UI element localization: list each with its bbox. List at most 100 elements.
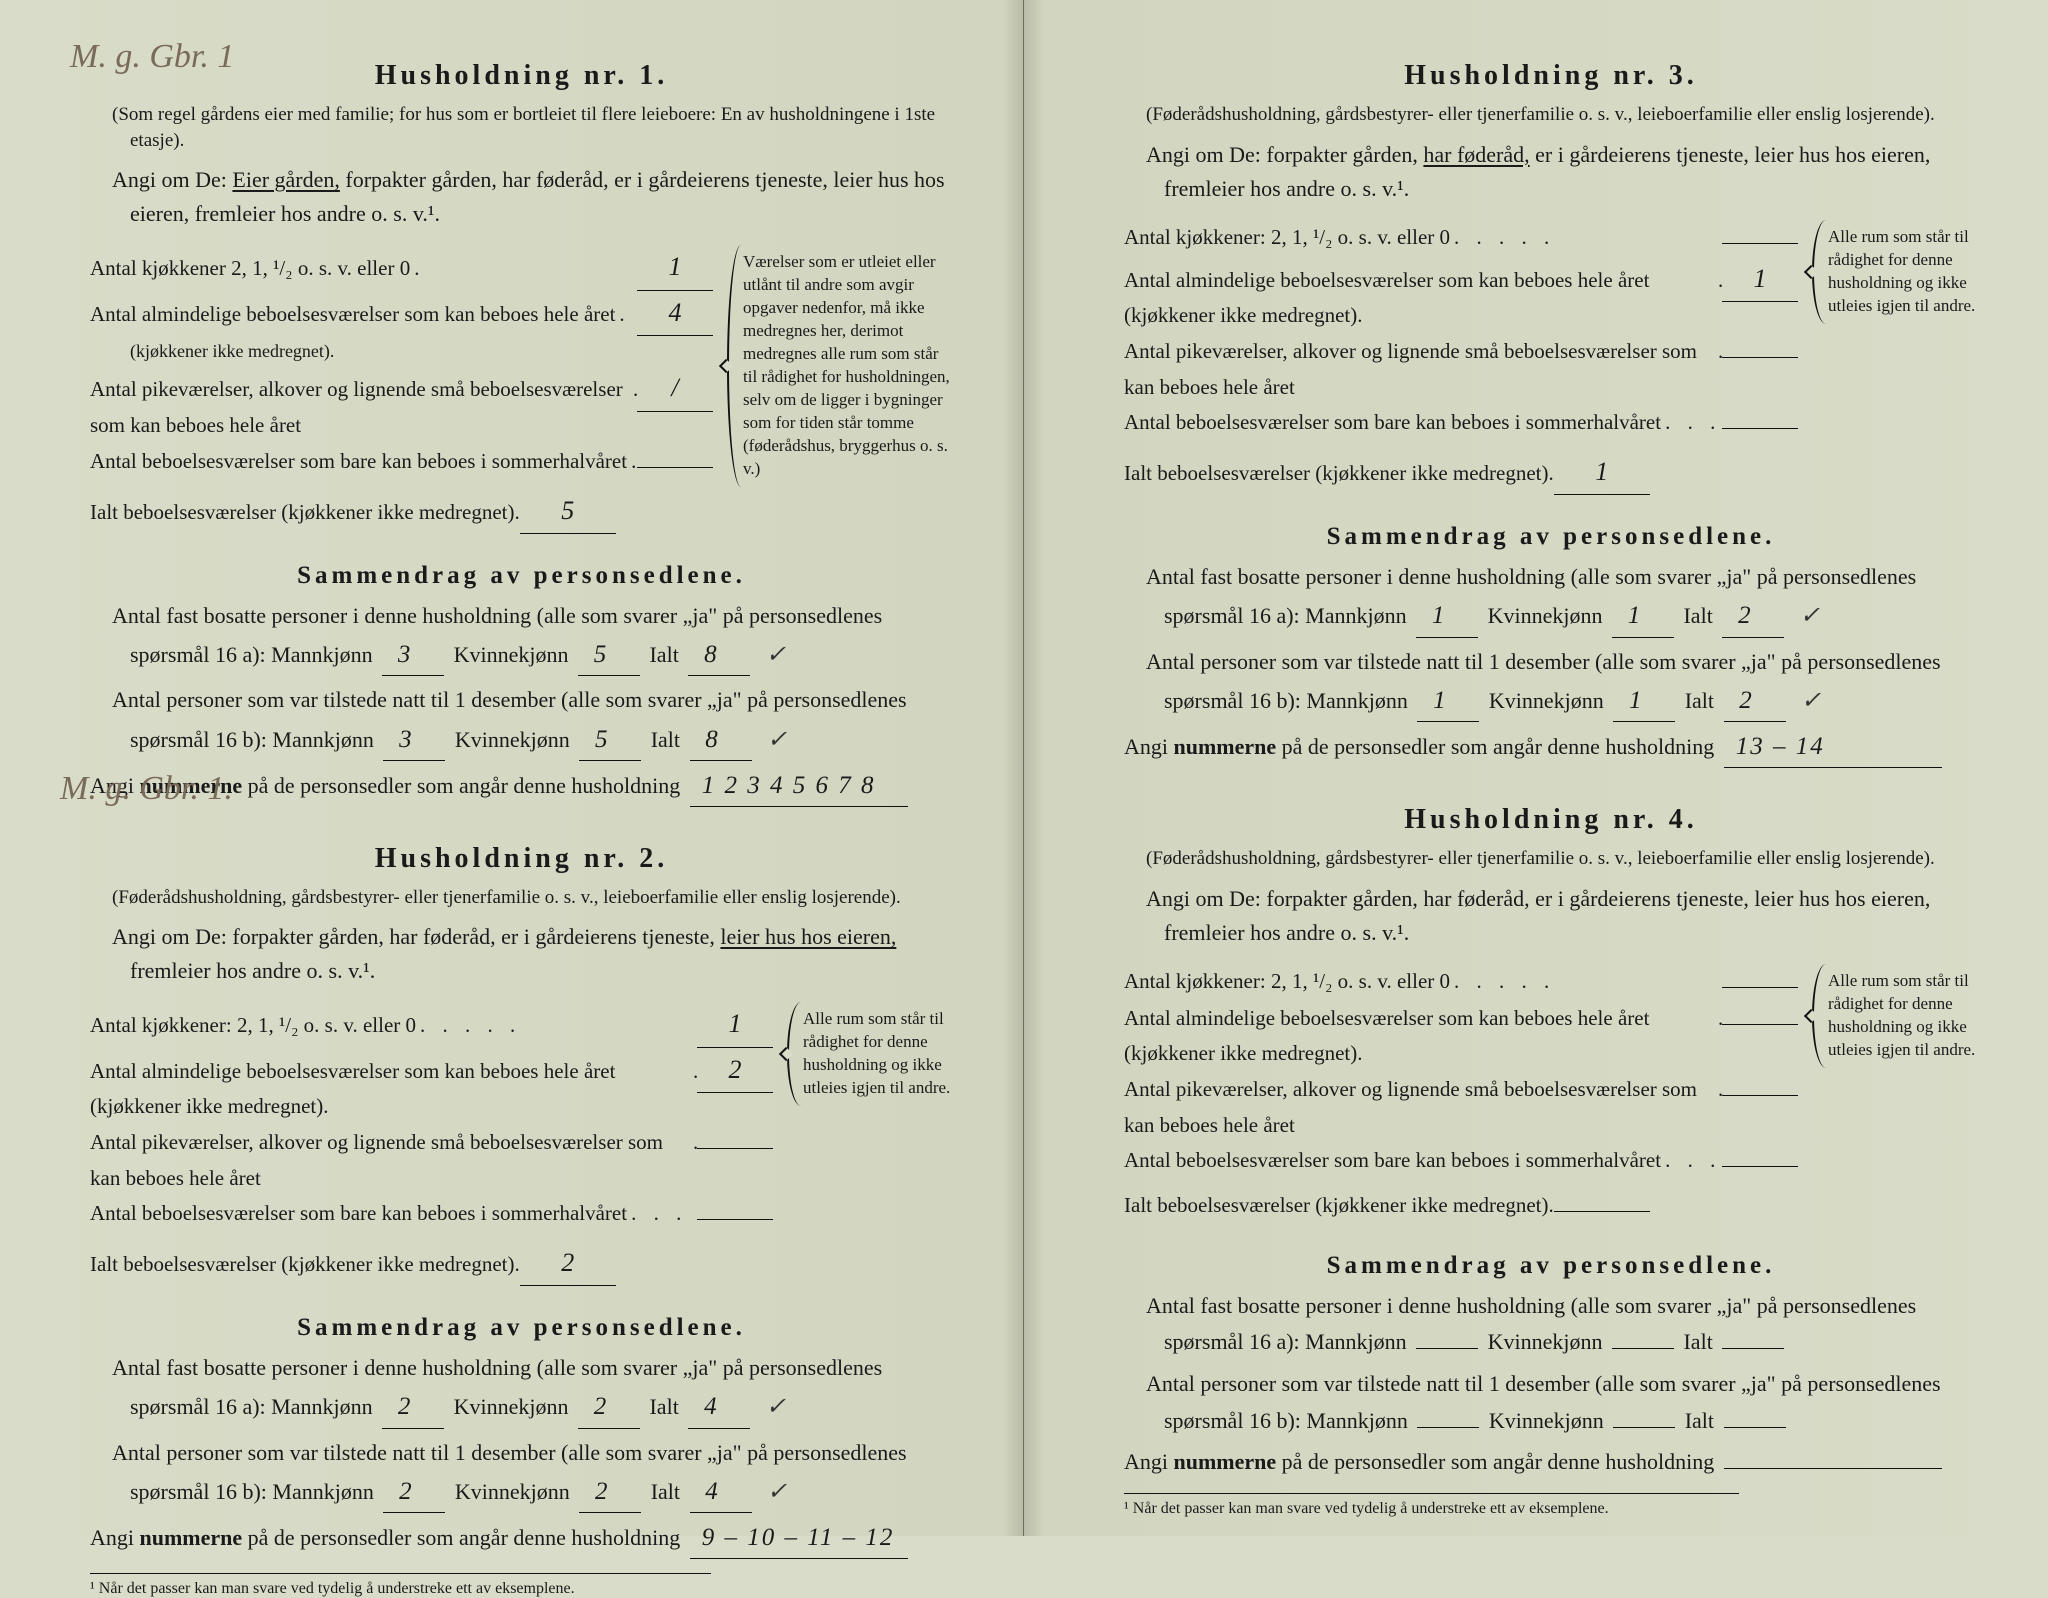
- ialt-label: Ialt beboelsesværelser (kjøkkener ikke m…: [1124, 456, 1554, 492]
- row-dots: . . . . .: [416, 1008, 697, 1045]
- nummer-value: [1724, 1468, 1942, 1469]
- m16a: [1416, 1348, 1478, 1349]
- row-value: [697, 1219, 773, 1220]
- row-dots: . . . . . . .: [1714, 1001, 1722, 1038]
- row-dots: .: [410, 251, 637, 288]
- handwritten-annotation: M. g. Gbr. 1.: [60, 770, 233, 808]
- row-dots: . . . . .: [1450, 964, 1722, 1001]
- check-mark: ✓: [766, 642, 786, 668]
- room-rows: Antal kjøkkener: 2, 1, ¹/₂ o. s. v. elle…: [1124, 220, 1798, 509]
- ialt-row: Ialt beboelsesværelser (kjøkkener ikke m…: [90, 1241, 773, 1286]
- m16a: 2: [382, 1386, 444, 1428]
- ialt-row: Ialt beboelsesværelser (kjøkkener ikke m…: [1124, 450, 1798, 495]
- k16a: 5: [578, 634, 640, 676]
- row-label: Antal kjøkkener: 2, 1, ¹/₂ o. s. v. elle…: [1124, 220, 1450, 256]
- summary-16b: Antal personer som var tilstede natt til…: [130, 682, 953, 761]
- angi-prefix: Angi om De:: [1146, 142, 1261, 167]
- summary-title: Sammendrag av personsedlene.: [1124, 1252, 1978, 1280]
- household-4: Husholdning nr. 4. (Føderådshusholdning,…: [1124, 804, 1978, 1518]
- summary-title: Sammendrag av personsedlene.: [90, 1314, 953, 1342]
- room-row: Antal pikeværelser, alkover og lignende …: [1124, 1072, 1798, 1143]
- row-value: [1722, 1166, 1798, 1167]
- ialt-label: Ialt beboelsesværelser (kjøkkener ikke m…: [90, 495, 520, 531]
- row-dots: . . . . . . . . . . . . . . . .: [627, 1196, 697, 1233]
- ialt-value: 5: [520, 489, 616, 534]
- kvinnekjonn-label: Kvinnekjønn: [1489, 1408, 1604, 1433]
- brace-note: Alle rum som står til rådighet for denne…: [1812, 964, 1978, 1068]
- room-row: Antal kjøkkener: 2, 1, ¹/₂ o. s. v. elle…: [1124, 220, 1798, 257]
- row-value: 1: [697, 1002, 773, 1047]
- row-label: Antal pikeværelser, alkover og lignende …: [90, 1125, 689, 1196]
- i16b: 2: [1724, 680, 1786, 722]
- row-label: Antal kjøkkener: 2, 1, ¹/₂ o. s. v. elle…: [1124, 964, 1450, 1000]
- ialt-label: Ialt: [651, 1479, 680, 1504]
- household-2: Husholdning nr. 2. (Føderådshusholdning,…: [90, 843, 953, 1598]
- kvinnekjonn-label: Kvinnekjønn: [1489, 688, 1604, 713]
- summary-16a: Antal fast bosatte personer i denne hush…: [1164, 559, 1978, 638]
- kvinnekjonn-label: Kvinnekjønn: [455, 727, 570, 752]
- household-subtitle: (Føderådshusholdning, gårdsbestyrer- ell…: [1164, 846, 1978, 872]
- angi-prefix: Angi om De:: [112, 924, 227, 949]
- row-value: [697, 1148, 773, 1149]
- room-rows-area: Antal kjøkkener 2, 1, ¹/₂ o. s. v. eller…: [90, 245, 953, 547]
- room-row: Antal almindelige beboelsesværelser som …: [1124, 1001, 1798, 1072]
- row-value: [637, 467, 713, 468]
- row-dots: . . . . . . . . . . . . . . . .: [1661, 405, 1722, 442]
- nummer-value: 1 2 3 4 5 6 7 8: [690, 767, 908, 807]
- household-subtitle: (Føderådshusholdning, gårdsbestyrer- ell…: [1164, 102, 1978, 128]
- brace-note: Alle rum som står til rådighet for denne…: [1812, 220, 1978, 324]
- room-row: Antal beboelsesværelser som bare kan beb…: [90, 1196, 773, 1233]
- m16a: 1: [1416, 595, 1478, 637]
- household-title: Husholdning nr. 4.: [1124, 804, 1978, 836]
- room-row: Antal almindelige beboelsesværelser som …: [90, 291, 713, 336]
- room-row: Antal beboelsesværelser som bare kan beb…: [1124, 405, 1798, 442]
- k16a: [1612, 1348, 1674, 1349]
- footnote: ¹ Når det passer kan man svare ved tydel…: [1124, 1493, 1739, 1518]
- row-label: Antal pikeværelser, alkover og lignende …: [90, 372, 629, 443]
- summary-16b: Antal personer som var tilstede natt til…: [1164, 1366, 1978, 1439]
- row-sublabel: (kjøkkener ikke medregnet).: [130, 336, 713, 367]
- summary-16a: Antal fast bosatte personer i denne hush…: [1164, 1288, 1978, 1361]
- room-row: Antal pikeværelser, alkover og lignende …: [90, 1125, 773, 1196]
- ialt-label: Ialt: [1683, 1329, 1712, 1354]
- k16b: 5: [579, 719, 641, 761]
- angi-prefix: Angi om De:: [1146, 886, 1261, 911]
- angi-line: Angi om De: forpakter gården, har føderå…: [1164, 882, 1978, 950]
- summary-16b: Antal personer som var tilstede natt til…: [130, 1435, 953, 1514]
- angi-line: Angi om De: forpakter gården, har føderå…: [1164, 138, 1978, 206]
- check-mark: ✓: [767, 1479, 787, 1505]
- m16b: [1417, 1427, 1479, 1428]
- angi-rest: forpakter gården, har føderåd, er i gård…: [1164, 886, 1930, 945]
- m16b: 2: [383, 1471, 445, 1513]
- ialt-label: Ialt: [1683, 603, 1712, 628]
- nummer-label: Angi nummerne på de personsedler som ang…: [1124, 734, 1714, 759]
- row-label: Antal almindelige beboelsesværelser som …: [90, 1054, 689, 1125]
- nummer-value: 13 – 14: [1724, 728, 1942, 768]
- angi-line: Angi om De: Eier gården, forpakter gårde…: [130, 163, 953, 231]
- summary-title: Sammendrag av personsedlene.: [90, 562, 953, 590]
- ialt-label: Ialt: [1685, 1408, 1714, 1433]
- check-mark: ✓: [1800, 603, 1820, 629]
- row-dots: . . . . . . .: [1714, 263, 1722, 300]
- ialt-value: 1: [1554, 450, 1650, 495]
- household-title: Husholdning nr. 2.: [90, 843, 953, 875]
- row-value: [1722, 357, 1798, 358]
- ialt-row: Ialt beboelsesværelser (kjøkkener ikke m…: [90, 489, 713, 534]
- ialt-value: [1554, 1211, 1650, 1212]
- ialt-label: Ialt: [649, 1394, 678, 1419]
- row-dots: . . . . . . .: [689, 1125, 697, 1162]
- nummer-line: Angi nummerne på de personsedler som ang…: [90, 1519, 953, 1559]
- row-label: Antal beboelsesværelser som bare kan beb…: [1124, 1143, 1661, 1179]
- ialt-label: Ialt: [1685, 688, 1714, 713]
- row-label: Antal kjøkkener 2, 1, ¹/₂ o. s. v. eller…: [90, 251, 410, 287]
- summary-16a: Antal fast bosatte personer i denne hush…: [130, 1350, 953, 1429]
- room-row: Antal almindelige beboelsesværelser som …: [1124, 257, 1798, 334]
- row-label: Antal almindelige beboelsesværelser som …: [1124, 263, 1714, 334]
- angi-line: Angi om De: forpakter gården, har føderå…: [130, 920, 953, 988]
- household-title: Husholdning nr. 3.: [1124, 60, 1978, 92]
- document-spread: M. g. Gbr. 1 Husholdning nr. 1. (Som reg…: [0, 0, 2048, 1536]
- room-row: Antal pikeværelser, alkover og lignende …: [1124, 334, 1798, 405]
- i16b: 4: [690, 1471, 752, 1513]
- room-rows-area: Antal kjøkkener: 2, 1, ¹/₂ o. s. v. elle…: [90, 1002, 953, 1300]
- row-dots: . . . . . .: [627, 444, 637, 481]
